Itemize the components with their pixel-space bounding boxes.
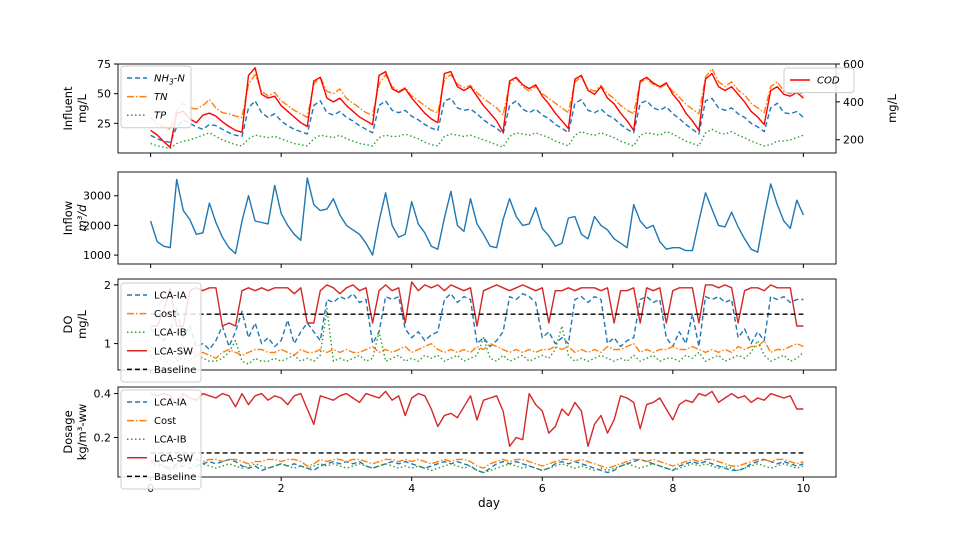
y-tick-label: 2 (104, 279, 111, 292)
y-tick-label: 75 (97, 58, 111, 71)
panel-1-plot-area (150, 67, 804, 150)
legend-label-tp: TP (154, 111, 167, 122)
legend-frame (120, 282, 202, 383)
x-tick-label: 4 (408, 482, 415, 495)
legend-label-cod: COD (817, 76, 840, 87)
y-axis-label-line-2: m³/d (75, 204, 89, 232)
legend-label-baseline: Baseline (154, 472, 196, 483)
legend-frame (120, 389, 202, 490)
y-tick-label: 2000 (83, 219, 111, 232)
y-axis-label-line-1: Inflow (61, 201, 75, 235)
legend-label-nh3-n: NH3-N (154, 74, 185, 87)
y-axis-label-line-2: mg/L (75, 310, 89, 339)
y-tick-label: 0.2 (94, 431, 112, 444)
panel-3-frame (117, 278, 837, 371)
legend-label-lca-ia: LCA-IA (154, 398, 187, 409)
legend-label-lca-ia: LCA-IA (154, 291, 187, 302)
panel-4-frame (117, 386, 837, 478)
y-axis-label-line-2: mg/L (75, 94, 89, 123)
legend-frame (783, 67, 855, 94)
panel-2-plot-area (149, 177, 805, 256)
x-tick-label: 6 (539, 482, 546, 495)
y-tick-label: 50 (97, 88, 111, 101)
series-line-lca-sw (150, 390, 804, 447)
x-axis-label: day (478, 496, 500, 510)
x-tick-label: 8 (669, 482, 676, 495)
y2-axis-label: mg/L (885, 94, 899, 123)
legend-label-cost: Cost (154, 416, 176, 427)
y-tick-label: 1 (104, 338, 111, 351)
x-tick-label: 2 (278, 482, 285, 495)
y-tick-label: 1000 (83, 249, 111, 262)
series-line-lca-ib (150, 463, 804, 474)
series-line-cost (150, 339, 804, 359)
x-tick-label: 10 (796, 482, 810, 495)
y-axis-label-line-1: DO (61, 316, 75, 334)
series-line-cost (150, 458, 804, 472)
legend-do: LCA-IA Cost LCA-IB LCA-SW Baseline (120, 282, 202, 383)
legend-label-tn: TN (154, 92, 168, 103)
series-line-tp (150, 128, 804, 150)
legend-subscript: 3 (169, 78, 174, 87)
y2-tick-label: 200 (843, 134, 864, 147)
series-line-lca-ia (150, 458, 804, 474)
legend-label-lca-sw: LCA-SW (154, 453, 193, 464)
legend-label-lca-sw: LCA-SW (154, 346, 193, 357)
series-line-series (149, 177, 805, 256)
legend-dosage: LCA-IA Cost LCA-IB LCA-SW Baseline (120, 389, 202, 490)
y-tick-label: 3000 (83, 190, 111, 203)
series-line-nh3-n (150, 97, 804, 144)
y-axis-label-line-1: Influent (61, 86, 75, 131)
legend-tail: -N (174, 74, 186, 85)
y-tick-label: 0.4 (94, 388, 112, 401)
legend-label-lca-ib: LCA-IB (154, 328, 187, 339)
legend-label-baseline: Baseline (154, 365, 196, 376)
legend-influent-right: COD (783, 67, 855, 94)
series-line-cod (150, 67, 804, 149)
legend-influent-left: NH3-N TN TP (120, 65, 192, 129)
legend-frame (120, 65, 192, 129)
y2-tick-label: 400 (843, 96, 864, 109)
panel-2-frame (117, 171, 837, 265)
series-line-lca-sw (150, 281, 804, 327)
panel-3-plot-area (150, 281, 804, 365)
y-axis-label-line-1: Dosage (61, 410, 75, 453)
y-tick-label: 25 (97, 117, 111, 130)
legend-label-lca-ib: LCA-IB (154, 435, 187, 446)
panel-1-frame (117, 63, 837, 154)
series-line-lca-ia (150, 293, 804, 351)
panel-4-plot-area (150, 390, 804, 474)
legend-label-cost: Cost (154, 309, 176, 320)
y-axis-label-line-2: kg/m³-ww (75, 404, 89, 461)
